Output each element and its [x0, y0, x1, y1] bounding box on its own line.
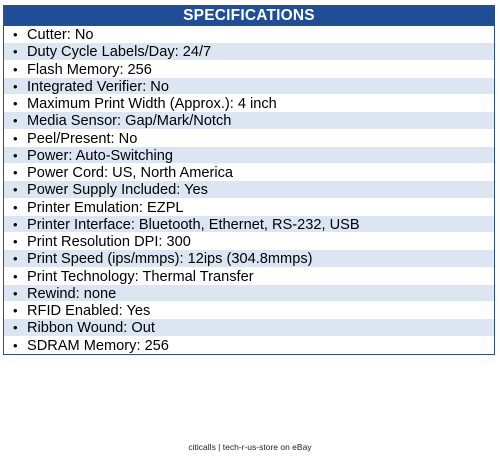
spec-row: • Power Cord: US, North America [4, 164, 494, 182]
bullet-icon: • [13, 44, 18, 60]
spec-row: • Flash Memory: 256 [4, 60, 494, 78]
spec-text: Print Resolution DPI: 300 [27, 234, 191, 250]
spec-text: Print Technology: Thermal Transfer [27, 268, 254, 285]
spec-row: • Print Resolution DPI: 300 [4, 233, 494, 251]
bullet-icon: • [13, 285, 18, 301]
spec-text: Print Speed (ips/mmps): 12ips (304.8mmps… [27, 251, 313, 268]
bullet-icon: • [13, 147, 18, 163]
spec-row: • RFID Enabled: Yes [4, 302, 494, 320]
spec-text: Flash Memory: 256 [27, 61, 152, 78]
bullet-icon: • [13, 61, 18, 77]
bullet-icon: • [13, 268, 18, 284]
spec-text: Power: Auto-Switching [27, 147, 174, 164]
bullet-icon: • [13, 96, 18, 111]
spec-text: Ribbon Wound: Out [27, 320, 155, 337]
spec-text: Power Cord: US, North America [27, 165, 234, 181]
bullet-icon: • [13, 199, 18, 215]
spec-text: Power Supply Included: Yes [27, 182, 208, 199]
spec-row: • Print Technology: Thermal Transfer [4, 267, 494, 285]
bullet-icon: • [13, 251, 18, 267]
spec-row: • Peel/Present: No [4, 129, 494, 147]
spec-row: • Integrated Verifier: No [4, 77, 494, 95]
spec-row: • Printer Interface: Bluetooth, Ethernet,… [4, 215, 494, 233]
spec-row: • Media Sensor: Gap/Mark/Notch [4, 112, 494, 130]
spec-row: • SDRAM Memory: 256 [4, 336, 494, 354]
bullet-icon: • [13, 165, 18, 180]
spec-text: Media Sensor: Gap/Mark/Notch [27, 113, 232, 130]
bullet-icon: • [13, 320, 18, 336]
spec-text: Printer Interface: Bluetooth, Ethernet, … [27, 216, 360, 233]
spec-text: Duty Cycle Labels/Day: 24/7 [27, 44, 212, 61]
spec-row: • Print Speed (ips/mmps): 12ips (304.8mmp… [4, 250, 494, 268]
spec-text: Cutter: No [27, 27, 94, 43]
spec-row: • Power: Auto-Switching [4, 146, 494, 164]
bullet-icon: • [13, 303, 18, 318]
spec-row: • Ribbon Wound: Out [4, 319, 494, 337]
spec-row: • Power Supply Included: Yes [4, 181, 494, 199]
spec-text: Integrated Verifier: No [27, 78, 169, 95]
bullet-icon: • [13, 216, 18, 232]
bullet-icon: • [13, 113, 18, 129]
bullet-icon: • [13, 337, 18, 353]
bullet-icon: • [13, 234, 18, 249]
bullet-icon: • [13, 27, 18, 42]
spec-text: RFID Enabled: Yes [27, 303, 151, 319]
spec-text: Maximum Print Width (Approx.): 4 inch [27, 96, 277, 112]
specifications-table: SPECIFICATIONS • Cutter: No • Duty Cycle La… [3, 5, 495, 355]
specifications-list: • Cutter: No • Duty Cycle Labels/Day: 24/7 •… [4, 26, 494, 354]
spec-row: • Printer Emulation: EZPL [4, 198, 494, 216]
bullet-icon: • [13, 182, 18, 198]
spec-text: Peel/Present: No [27, 130, 138, 147]
footer-credit: citicalls | tech-r-us-store on eBay [188, 442, 312, 452]
spec-row: • Cutter: No [4, 26, 494, 44]
spec-text: Rewind: none [27, 285, 117, 302]
bullet-icon: • [13, 78, 18, 94]
spec-text: Printer Emulation: EZPL [27, 199, 184, 216]
spec-row: • Duty Cycle Labels/Day: 24/7 [4, 43, 494, 61]
spec-row: • Maximum Print Width (Approx.): 4 inch [4, 95, 494, 113]
spec-row: • Rewind: none [4, 284, 494, 302]
spec-text: SDRAM Memory: 256 [27, 337, 169, 354]
bullet-icon: • [13, 130, 18, 146]
specifications-header: SPECIFICATIONS [4, 6, 494, 26]
